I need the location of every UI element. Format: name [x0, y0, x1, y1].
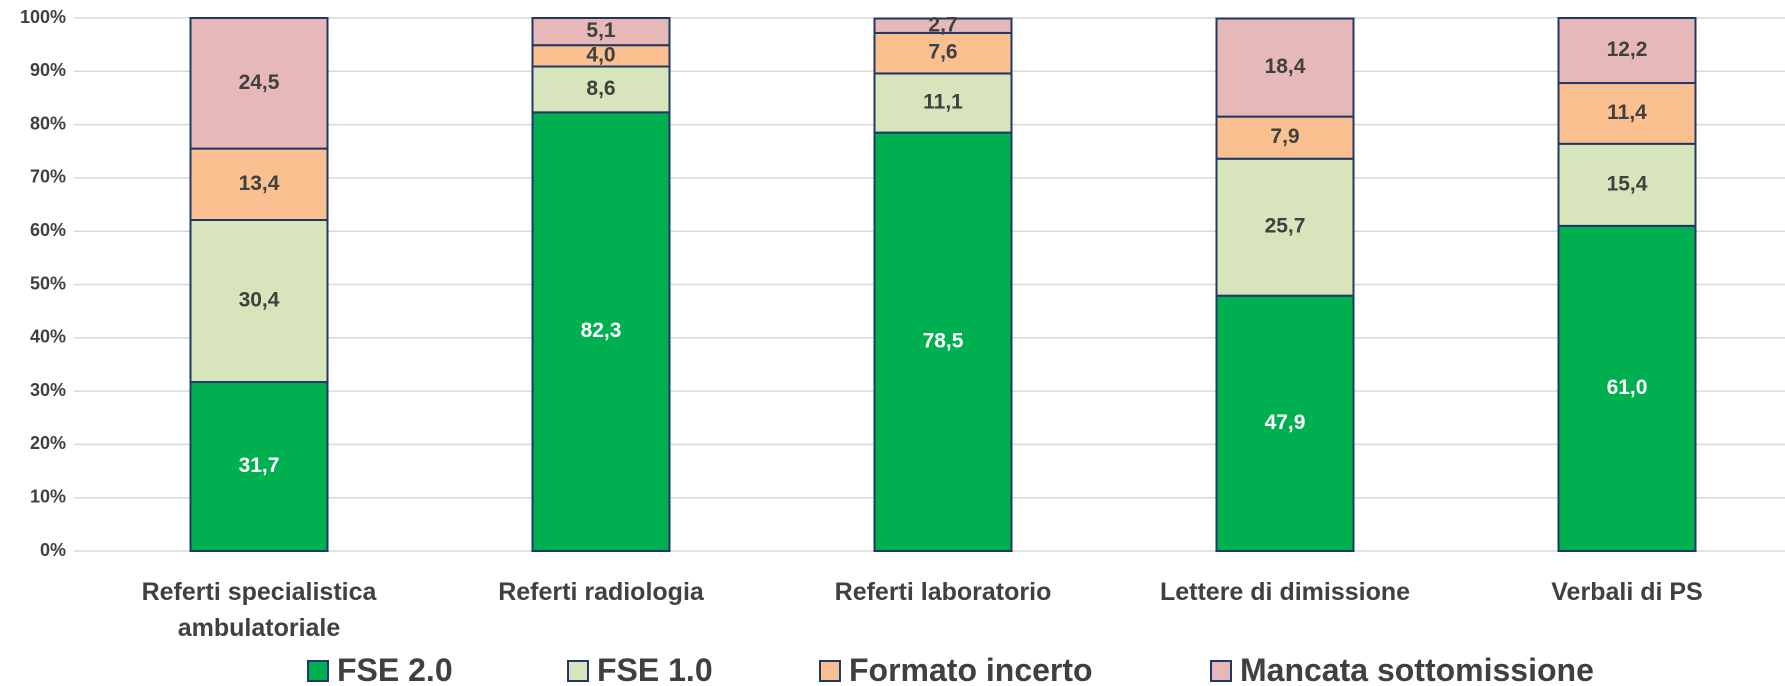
y-tick-label: 0% — [40, 540, 66, 560]
y-tick-label: 60% — [30, 220, 66, 240]
y-tick-label: 100% — [20, 7, 66, 27]
x-tick-label: Verbali di PS — [1551, 578, 1703, 606]
data-label: 30,4 — [239, 289, 280, 312]
data-label: 2,7 — [928, 13, 957, 36]
data-label: 4,0 — [586, 43, 615, 66]
y-tick-label: 80% — [30, 113, 66, 133]
data-label: 11,4 — [1607, 101, 1647, 124]
bar-segment — [189, 17, 329, 150]
data-label: 5,1 — [586, 19, 616, 42]
data-label: 78,5 — [923, 329, 964, 352]
data-label: 7,6 — [928, 41, 957, 64]
data-label: 18,4 — [1265, 55, 1306, 78]
x-tick-label: Referti specialistica ambulatoriale — [141, 578, 377, 642]
bar-segment — [1215, 157, 1355, 297]
bar-segment — [1215, 17, 1355, 118]
data-label: 82,3 — [581, 319, 622, 342]
data-label: 8,6 — [586, 77, 615, 100]
legend-swatch — [1210, 659, 1232, 682]
bar-segment — [1557, 17, 1697, 85]
y-tick-label: 10% — [30, 486, 66, 506]
legend-item: Formato incerto — [819, 652, 1093, 686]
data-label: 12,2 — [1607, 38, 1648, 61]
x-tick-label: Referti radiologia — [498, 578, 704, 606]
legend-swatch — [567, 659, 589, 682]
bar-segment — [873, 72, 1013, 134]
bar-segment — [1557, 224, 1697, 552]
bar-segment — [189, 219, 329, 384]
data-label: 31,7 — [239, 454, 280, 477]
bar-segment — [873, 17, 1013, 34]
y-tick-label: 40% — [30, 327, 66, 347]
legend-item: FSE 2.0 — [307, 652, 453, 686]
data-label: 61,0 — [1607, 376, 1648, 399]
x-tick-label: Referti laboratorio — [834, 578, 1052, 606]
x-tick-label: Lettere di dimissione — [1159, 578, 1411, 606]
y-tick-label: 50% — [30, 273, 66, 293]
y-tick-label: 20% — [30, 433, 66, 453]
data-label: 47,9 — [1265, 411, 1306, 434]
legend-item: Mancata sottomissione — [1210, 652, 1594, 686]
legend-swatch — [307, 659, 329, 682]
y-tick-label: 30% — [30, 380, 66, 400]
bar-segment — [1215, 294, 1355, 552]
y-tick-label: 70% — [30, 167, 66, 187]
legend-label: Mancata sottomissione — [1240, 652, 1594, 686]
data-label: 15,4 — [1607, 172, 1648, 195]
legend-label: Formato incerto — [849, 652, 1093, 686]
legend-label: FSE 2.0 — [337, 652, 453, 686]
legend-item: FSE 1.0 — [567, 652, 713, 686]
legend-label: FSE 1.0 — [597, 652, 713, 686]
bar-segment — [531, 111, 671, 552]
data-label: 11,1 — [923, 91, 963, 114]
bar-segment — [531, 17, 671, 47]
data-label: 24,5 — [239, 71, 280, 94]
legend-swatch — [819, 659, 841, 682]
data-label: 13,4 — [239, 172, 280, 195]
y-tick-label: 90% — [30, 60, 66, 80]
data-label: 7,9 — [1270, 125, 1299, 148]
bar-segment — [189, 381, 329, 552]
bar-segment — [873, 131, 1013, 552]
data-label: 25,7 — [1265, 215, 1306, 238]
